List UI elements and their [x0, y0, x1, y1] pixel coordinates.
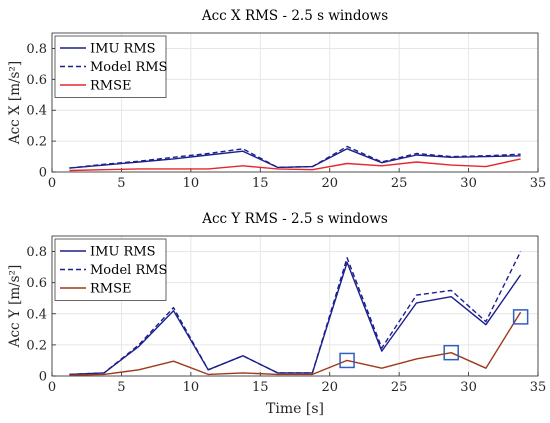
series-line-model-rms — [69, 145, 521, 169]
x-tick-label: 20 — [321, 176, 338, 191]
legend-label: RMSE — [90, 282, 132, 297]
y-tick-label: 0.4 — [26, 104, 47, 119]
legend-label: IMU RMS — [90, 42, 156, 57]
y-tick-label: 0.4 — [26, 307, 47, 322]
axes-box — [51, 32, 539, 173]
chart-title: Acc X RMS - 2.5 s windows — [201, 8, 388, 24]
y-tick-label: 0 — [39, 166, 47, 181]
x-tick-label: 35 — [530, 380, 547, 395]
y-tick-label: 0.2 — [26, 135, 47, 150]
x-tick-label: 20 — [321, 380, 338, 395]
x-tick-label: 5 — [117, 176, 125, 191]
series-line-imu-rms — [69, 148, 521, 169]
series-line-rmse — [69, 311, 522, 376]
legend-box — [54, 238, 167, 301]
legend-label: Model RMS — [90, 60, 167, 75]
y-axis-label: Acc Y [m/s²] — [7, 265, 23, 349]
legend-label: RMSE — [90, 79, 132, 94]
acc-y-plot: 0 5 10 15 20 25 30 35 0 0.2 0.4 0.6 0.8 Acc Y RMS - 2… — [7, 211, 546, 417]
x-tick-label: 15 — [252, 176, 269, 191]
highlight-box — [512, 309, 529, 325]
y-tick-label: 0.6 — [26, 73, 47, 88]
x-tick-label: 0 — [48, 176, 56, 191]
acc-x-plot: 0 5 10 15 20 25 30 35 0 0.2 0.4 0.6 0.8 Acc X RMS - 2… — [7, 8, 546, 191]
series-line-rmse — [69, 158, 521, 172]
highlight-box — [339, 352, 355, 369]
x-tick-label: 15 — [252, 380, 269, 395]
chart-title: Acc Y RMS - 2.5 s windows — [201, 211, 388, 227]
legend-label: Model RMS — [90, 263, 167, 278]
y-tick-label: 0 — [39, 370, 47, 385]
y-tick-label: 0.6 — [26, 276, 47, 291]
x-tick-label: 35 — [530, 176, 547, 191]
series-line-imu-rms — [69, 261, 522, 376]
x-tick-label: 10 — [183, 380, 200, 395]
legend-label: IMU RMS — [90, 245, 156, 260]
y-tick-label: 0.8 — [26, 245, 47, 260]
y-tick-label: 0.2 — [26, 338, 47, 353]
x-tick-label: 0 — [48, 380, 56, 395]
x-tick-label: 30 — [460, 176, 477, 191]
y-tick-label: 0.8 — [26, 42, 47, 57]
highlight-box — [443, 344, 459, 361]
x-tick-label: 25 — [391, 380, 408, 395]
legend-box — [54, 35, 167, 98]
x-axis-label: Time [s] — [266, 401, 324, 417]
x-tick-label: 10 — [183, 176, 200, 191]
x-tick-label: 5 — [117, 380, 125, 395]
axes-box — [51, 235, 539, 377]
x-tick-label: 30 — [460, 380, 477, 395]
y-axis-label: Acc X [m/s²] — [7, 61, 23, 145]
x-tick-label: 25 — [391, 176, 408, 191]
